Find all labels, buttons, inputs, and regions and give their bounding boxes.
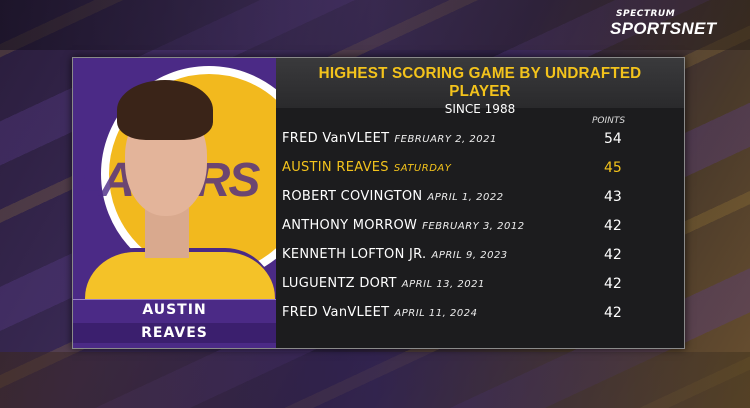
- points-value: 42: [604, 218, 622, 234]
- game-date: APRIL 11, 2024: [394, 308, 478, 319]
- player-name: ROBERT COVINGTON: [282, 189, 423, 204]
- table-row: ANTHONY MORROW FEBRUARY 3, 2012 42: [282, 218, 682, 240]
- game-date: FEBRUARY 2, 2021: [394, 134, 497, 145]
- points-value: 45: [604, 160, 622, 176]
- player-first-name: AUSTIN: [142, 302, 207, 318]
- table-row: AUSTIN REAVES SATURDAY 45: [282, 160, 682, 182]
- logo-line2: SPORTSNET: [610, 19, 717, 38]
- table-row: KENNETH LOFTON JR. APRIL 9, 2023 42: [282, 247, 682, 269]
- points-column-header: POINTS: [592, 116, 626, 126]
- player-name: KENNETH LOFTON JR.: [282, 247, 427, 262]
- points-value: 43: [604, 189, 622, 205]
- points-value: 54: [604, 131, 622, 147]
- player-name: FRED VanVLEET: [282, 305, 390, 320]
- stat-graphic: LAKERS AUSTIN REAVES HIGHEST SCORING GAM…: [72, 57, 685, 349]
- table-row: LUGUENTZ DORT APRIL 13, 2021 42: [282, 276, 682, 298]
- graphic-subtitle: SINCE 1988: [444, 102, 516, 116]
- game-date: SATURDAY: [393, 163, 452, 174]
- player-name: AUSTIN REAVES: [282, 160, 389, 175]
- points-value: 42: [604, 276, 622, 292]
- network-logo: SPECTRUM SPORTSNET: [610, 9, 732, 38]
- points-value: 42: [604, 305, 622, 321]
- player-last-name: REAVES: [73, 323, 276, 343]
- game-date: FEBRUARY 3, 2012: [422, 221, 525, 232]
- player-name: LUGUENTZ DORT: [282, 276, 397, 291]
- table-row: ROBERT COVINGTON APRIL 1, 2022 43: [282, 189, 682, 211]
- player-nameplate: AUSTIN REAVES: [73, 299, 276, 348]
- graphic-title: HIGHEST SCORING GAME BY UNDRAFTED PLAYER: [318, 65, 642, 100]
- player-neck: [145, 208, 189, 258]
- player-hair: [117, 80, 213, 140]
- player-name: ANTHONY MORROW: [282, 218, 418, 233]
- game-date: APRIL 13, 2021: [401, 279, 485, 290]
- points-value: 42: [604, 247, 622, 263]
- table-row: FRED VanVLEET APRIL 11, 2024 42: [282, 305, 682, 327]
- graphic-header: HIGHEST SCORING GAME BY UNDRAFTED PLAYER…: [276, 58, 684, 116]
- logo-line1: SPECTRUM: [616, 9, 676, 19]
- player-photo: LAKERS AUSTIN REAVES: [73, 58, 276, 348]
- game-date: APRIL 9, 2023: [431, 250, 508, 261]
- table-row: FRED VanVLEET FEBRUARY 2, 2021 54: [282, 131, 682, 153]
- bottom-band: [0, 352, 750, 408]
- player-name: FRED VanVLEET: [282, 131, 390, 146]
- top-band: [0, 0, 750, 50]
- game-date: APRIL 1, 2022: [427, 192, 504, 203]
